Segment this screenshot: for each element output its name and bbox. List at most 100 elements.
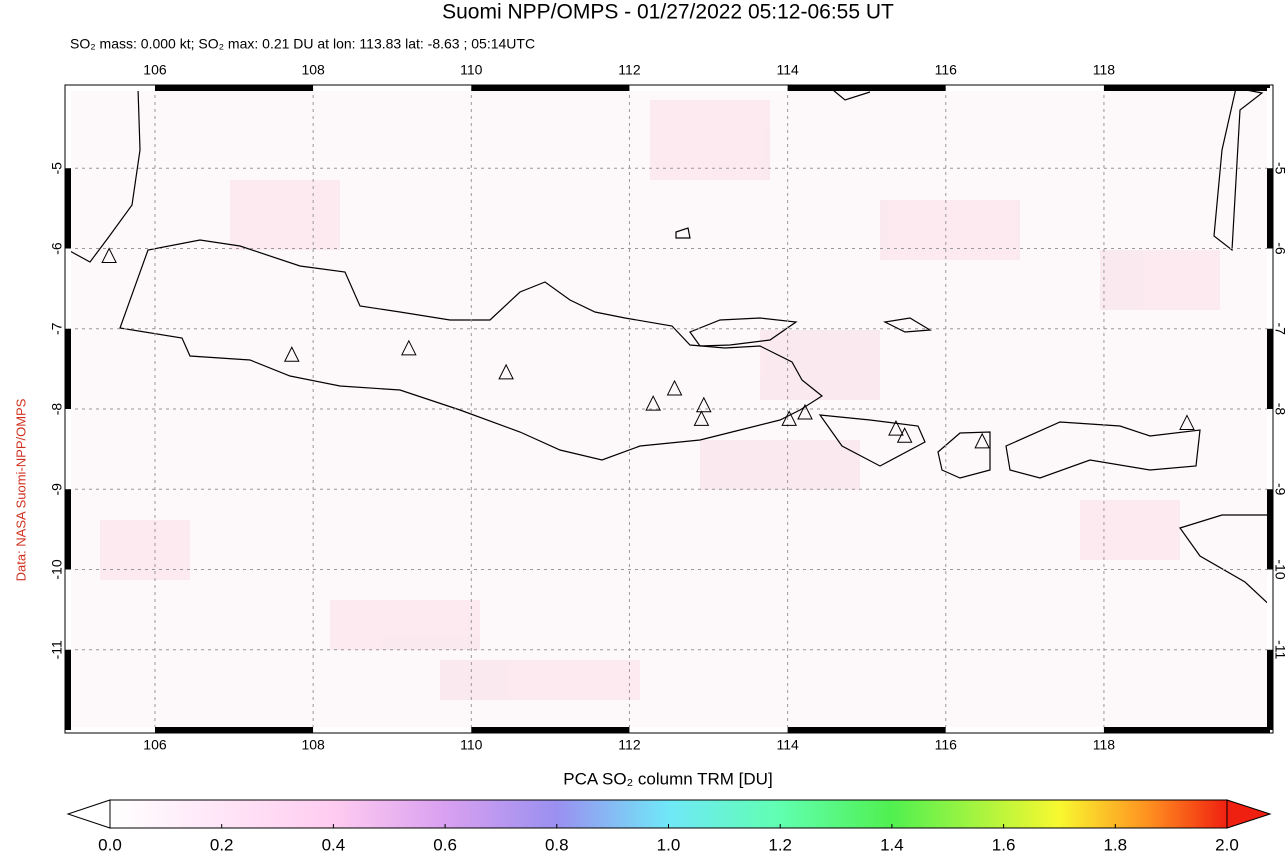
volcano: [283, 346, 300, 362]
lon-tick-label: 112: [618, 737, 641, 753]
frame-segment: [945, 727, 1104, 733]
volcano: [498, 363, 514, 380]
frame-segment: [471, 85, 630, 91]
frame-segment: [1267, 328, 1273, 409]
frame-segment: [65, 489, 71, 570]
volcanoes: [101, 247, 1195, 449]
colorbar-tick-label: 2.0: [1215, 835, 1239, 854]
lon-tick-label: 106: [143, 737, 167, 753]
volcano: [645, 395, 661, 411]
lon-tick-label: 118: [1093, 737, 1116, 753]
frame-segment: [65, 328, 71, 409]
lat-tick-label: -6: [49, 242, 65, 255]
colorbar-tick-label: 1.8: [1103, 835, 1127, 854]
coastline: [1005, 421, 1201, 479]
frame-segment: [787, 727, 946, 733]
frame-segment: [471, 727, 630, 733]
frame-segment: [65, 168, 71, 249]
lat-tick-label: -11: [49, 640, 65, 659]
lon-tick-label: 106: [143, 62, 167, 78]
colorbar-gradient: [109, 799, 1228, 829]
colorbar: [66, 799, 1272, 829]
lon-tick-label: 118: [1093, 62, 1116, 78]
retrieval-swaths: [100, 100, 1220, 700]
colorbar-label: PCA SO₂ column TRM [DU]: [563, 769, 772, 788]
coastline: [68, 88, 141, 263]
colorbar-tick-label: 0.6: [433, 835, 457, 854]
frame-segment: [1267, 489, 1273, 570]
frame-segment: [65, 88, 71, 169]
colorbar-tick-label: 0.0: [98, 835, 122, 854]
lat-tick-label: -8: [1272, 403, 1288, 416]
frame-segment: [313, 85, 472, 91]
coastline: [675, 89, 932, 333]
lat-tick-label: -5: [49, 162, 65, 175]
lat-tick-label: -8: [49, 403, 65, 416]
lat-tick-label: -9: [49, 483, 65, 496]
lon-tick-label: 116: [935, 62, 958, 78]
frame-segment: [154, 727, 314, 733]
frame-segment: [945, 85, 1104, 91]
volcano: [695, 396, 712, 413]
coastline: [937, 431, 991, 479]
lat-tick-label: -7: [49, 322, 65, 335]
frame-segment: [65, 649, 71, 730]
map-frame: [64, 84, 1274, 734]
frame-segment: [1103, 727, 1270, 733]
volcano: [888, 419, 904, 436]
frame-segment: [65, 409, 71, 490]
frame-segment: [68, 85, 155, 91]
frame-segment: [1267, 168, 1273, 249]
grid: [68, 88, 1270, 730]
frame-segment: [1267, 569, 1273, 650]
volcano: [797, 403, 813, 420]
frame-segment: [629, 85, 788, 91]
frame-segment: [1267, 409, 1273, 490]
frame-segment: [154, 85, 314, 91]
lat-tick-label: -6: [1272, 242, 1288, 255]
frame-segment: [787, 85, 946, 91]
frame-segment: [1103, 85, 1270, 91]
lon-tick-label: 108: [301, 62, 325, 78]
colorbar-tick-label: 0.8: [545, 835, 569, 854]
lon-tick-label: 110: [460, 62, 483, 78]
volcano: [101, 247, 117, 264]
title: Suomi NPP/OMPS - 01/27/2022 05:12-06:55 …: [442, 1, 894, 24]
lon-tick-label: 108: [301, 737, 325, 753]
lat-tick-label: -11: [1272, 640, 1288, 659]
lat-tick-label: -7: [1272, 323, 1288, 336]
volcano: [693, 410, 710, 426]
volcano: [1179, 414, 1195, 430]
frame-segment: [1267, 88, 1273, 169]
coastlines: [68, 88, 1270, 607]
coastline: [1179, 514, 1270, 607]
lon-tick-label: 112: [618, 62, 641, 78]
frame-segment: [65, 248, 71, 329]
lon-tick-label: 114: [776, 737, 799, 753]
subtitle: SO₂ mass: 0.000 kt; SO₂ max: 0.21 DU at …: [70, 36, 535, 52]
lon-tick-label: 110: [460, 737, 483, 753]
lat-tick-label: -9: [1272, 483, 1288, 496]
colorbar-under-arrow: [66, 799, 111, 829]
frame-border: [64, 84, 1274, 734]
coastline: [818, 414, 926, 467]
colorbar-tick-label: 1.0: [657, 835, 681, 854]
map-area: [68, 88, 1270, 730]
colorbar-tick-label: 1.6: [992, 835, 1016, 854]
colorbar-tick-label: 0.4: [322, 835, 346, 854]
frame-segment: [313, 727, 472, 733]
colorbar-tick-label: 0.2: [210, 835, 234, 854]
frame-segment: [1267, 248, 1273, 329]
coastline: [119, 239, 824, 461]
frame-segment: [629, 727, 788, 733]
coastline: [689, 317, 798, 347]
lon-tick-label: 116: [935, 737, 958, 753]
coastline: [1213, 88, 1264, 252]
colorbar-over-arrow: [1226, 799, 1272, 829]
frame-segment: [65, 569, 71, 650]
volcano: [974, 432, 990, 449]
credit: Data: NASA Suomi-NPP/OMPS: [13, 398, 28, 581]
colorbar-tick-label: 1.2: [768, 835, 792, 854]
